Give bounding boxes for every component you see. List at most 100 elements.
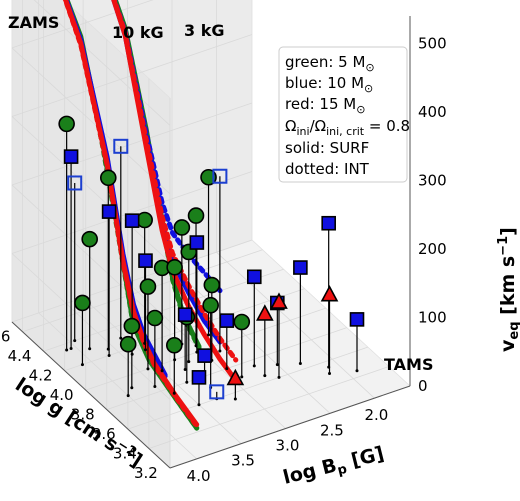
legend-box xyxy=(278,46,408,183)
marker-stem-foot xyxy=(277,375,281,379)
star-markers xyxy=(58,115,365,400)
track-red-dotted xyxy=(111,0,239,363)
x-tick-label: 3.5 xyxy=(231,452,255,470)
marker-stem-foot xyxy=(275,363,279,367)
x-tick-label: 2.5 xyxy=(320,421,344,439)
legend-line-omega: Ωini/Ωini, crit = 0.8 xyxy=(285,117,410,138)
grid-line-z-side xyxy=(11,184,171,332)
star-square-marker xyxy=(124,213,140,228)
legend-line-green: green: 5 M⊙ xyxy=(285,53,375,74)
field-3kG-label: 3 kG xyxy=(184,21,224,40)
z-tick-label: 400 xyxy=(418,103,447,121)
grid-line-x-floor xyxy=(171,267,331,414)
legend-line-red: red: 15 M⊙ xyxy=(285,95,365,116)
marker-stem-foot xyxy=(197,403,201,407)
marker-stem-foot xyxy=(252,364,256,368)
y-tick-label: 3.2 xyxy=(134,464,158,482)
star-square-marker xyxy=(321,215,336,231)
legend: green: 5 M⊙ blue: 10 M⊙ red: 15 M⊙ Ωini/… xyxy=(278,46,410,183)
z-tick-label: 500 xyxy=(418,34,447,52)
grid-line-y-floor xyxy=(43,268,284,352)
grid-line-y-floor xyxy=(127,346,368,430)
marker-stem-foot xyxy=(80,363,84,367)
marker-stem-foot xyxy=(65,348,69,352)
marker-stem-foot xyxy=(160,369,164,373)
marker-stem-foot xyxy=(298,361,302,365)
star-square-marker xyxy=(349,312,365,327)
star-circle-marker xyxy=(99,169,117,187)
star-triangle-marker xyxy=(255,304,274,321)
grid-line-z-side xyxy=(33,0,171,126)
marker-stem-foot xyxy=(183,367,187,371)
star-square-marker xyxy=(246,269,262,285)
marker-stem-foot xyxy=(225,367,229,371)
field-10kG-label: 10 kG xyxy=(112,23,164,42)
z-axis-title: veq [km s−1] xyxy=(496,227,520,352)
grid-line-z-side xyxy=(11,253,171,400)
star-square-marker xyxy=(177,307,193,322)
grid-line-z-back xyxy=(11,171,253,254)
y-tick-label: 3.4 xyxy=(113,445,137,463)
marker-stem-foot xyxy=(107,353,111,357)
star-circle-marker xyxy=(123,317,141,335)
legend-line-blue: blue: 10 M⊙ xyxy=(285,74,373,95)
marker-stem-foot xyxy=(207,333,211,337)
x-tick-label: 4.0 xyxy=(187,467,211,485)
grid-line-z-side xyxy=(11,47,171,195)
star-square-marker xyxy=(191,370,207,385)
star-circle-marker xyxy=(233,313,251,331)
star-triangle-marker xyxy=(226,368,245,386)
star-triangle-marker xyxy=(270,292,288,309)
x-tick-label: 3.0 xyxy=(276,437,300,455)
star-circle-marker xyxy=(146,309,164,327)
marker-stem-foot xyxy=(73,339,77,343)
y-tick-label: 4.4 xyxy=(8,347,32,365)
marker-stem-foot xyxy=(240,375,244,379)
star-circle-marker xyxy=(165,336,183,354)
y-tick-label: 4.0 xyxy=(50,386,74,404)
star-open-square-marker xyxy=(67,175,83,191)
legend-line-dotted: dotted: INT xyxy=(285,160,370,178)
star-square-marker xyxy=(197,348,212,363)
y-tick-label: 4.2 xyxy=(29,367,53,385)
marker-stem-foot xyxy=(233,397,237,401)
axes xyxy=(11,16,411,469)
star-square-marker xyxy=(63,149,79,164)
z-tick-label: 200 xyxy=(418,240,447,258)
marker-stem-foot xyxy=(263,374,267,378)
marker-stem-foot xyxy=(218,349,222,353)
marker-stem-foot xyxy=(126,394,130,398)
star-open-square-marker xyxy=(209,384,225,400)
star-square-marker xyxy=(101,204,117,219)
star-circle-marker xyxy=(203,276,221,294)
marker-stem-foot xyxy=(143,348,147,352)
star-circle-marker xyxy=(119,335,137,353)
y-tick-labels: 4.64.4 4.24.0 3.83.6 3.43.2 xyxy=(0,328,158,482)
star-open-square-marker xyxy=(212,168,228,184)
marker-stem-foot xyxy=(69,346,73,350)
marker-stem-foot xyxy=(153,385,157,389)
y-tick-label: 4.6 xyxy=(0,328,10,346)
track-red-dotted xyxy=(62,0,200,429)
marker-stem-foot xyxy=(119,336,123,340)
star-circle-marker xyxy=(173,219,191,236)
marker-stem-foot xyxy=(185,380,189,384)
y-tick-label: 3.6 xyxy=(92,425,116,443)
star-square-marker xyxy=(293,260,308,275)
marker-stem-foot xyxy=(355,369,359,373)
marker-stem-foot xyxy=(328,372,332,376)
star-triangle-marker xyxy=(320,285,339,302)
x-axis-line xyxy=(169,385,411,469)
zams-label: ZAMS xyxy=(8,13,59,32)
star-circle-marker xyxy=(200,168,217,186)
tams-label: TAMS xyxy=(384,355,434,374)
z-tick-label: 300 xyxy=(418,171,447,189)
star-circle-marker xyxy=(202,296,219,314)
z-tick-label: 100 xyxy=(418,308,447,326)
grid-line-y-floor xyxy=(148,366,390,449)
star-circle-marker xyxy=(166,258,183,276)
legend-line-solid: solid: SURF xyxy=(285,139,369,157)
marker-stem-foot xyxy=(146,367,150,371)
star-circle-marker xyxy=(187,207,205,224)
